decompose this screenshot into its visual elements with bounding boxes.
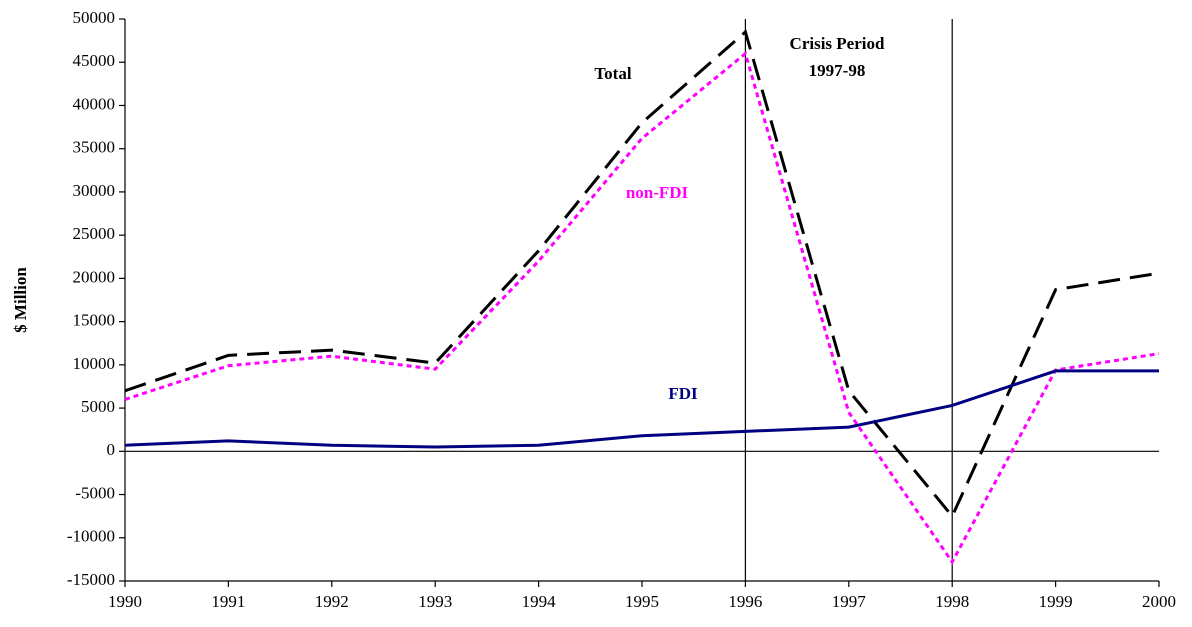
- x-tick-label: 1992: [315, 592, 349, 611]
- y-tick-label: 45000: [73, 51, 116, 70]
- y-tick-label: 20000: [73, 267, 116, 286]
- y-tick-label: 15000: [73, 311, 116, 330]
- y-tick-label: 30000: [73, 181, 116, 200]
- annotation: 1997-98: [809, 61, 866, 80]
- y-tick-label: 50000: [73, 8, 116, 27]
- x-tick-label: 1999: [1039, 592, 1073, 611]
- series-line: [124, 50, 1160, 565]
- series-line: [124, 29, 1160, 519]
- x-tick-label: 1996: [728, 592, 762, 611]
- x-tick-label: 1997: [832, 592, 867, 611]
- y-tick-label: 10000: [73, 354, 116, 373]
- series-line: [124, 369, 1159, 449]
- x-tick-label: 1993: [418, 592, 452, 611]
- y-tick-label: -5000: [75, 483, 115, 502]
- y-tick-label: 35000: [73, 138, 116, 157]
- x-tick-label: 1995: [625, 592, 659, 611]
- x-tick-label: 1998: [935, 592, 969, 611]
- y-tick-label: 5000: [81, 397, 115, 416]
- series-label: Total: [594, 64, 631, 83]
- annotation: Crisis Period: [790, 34, 885, 53]
- series-label: FDI: [668, 384, 698, 403]
- x-tick-label: 1990: [108, 592, 142, 611]
- x-tick-label: 1991: [211, 592, 245, 611]
- y-tick-label: -10000: [67, 527, 115, 546]
- y-axis-label: $ Million: [11, 267, 30, 333]
- y-tick-label: -15000: [67, 570, 115, 589]
- y-tick-label: 0: [107, 440, 116, 459]
- x-tick-label: 2000: [1142, 592, 1176, 611]
- y-tick-label: 25000: [73, 224, 116, 243]
- x-tick-label: 1994: [522, 592, 557, 611]
- y-tick-label: 40000: [73, 94, 116, 113]
- series-label: non-FDI: [626, 183, 689, 202]
